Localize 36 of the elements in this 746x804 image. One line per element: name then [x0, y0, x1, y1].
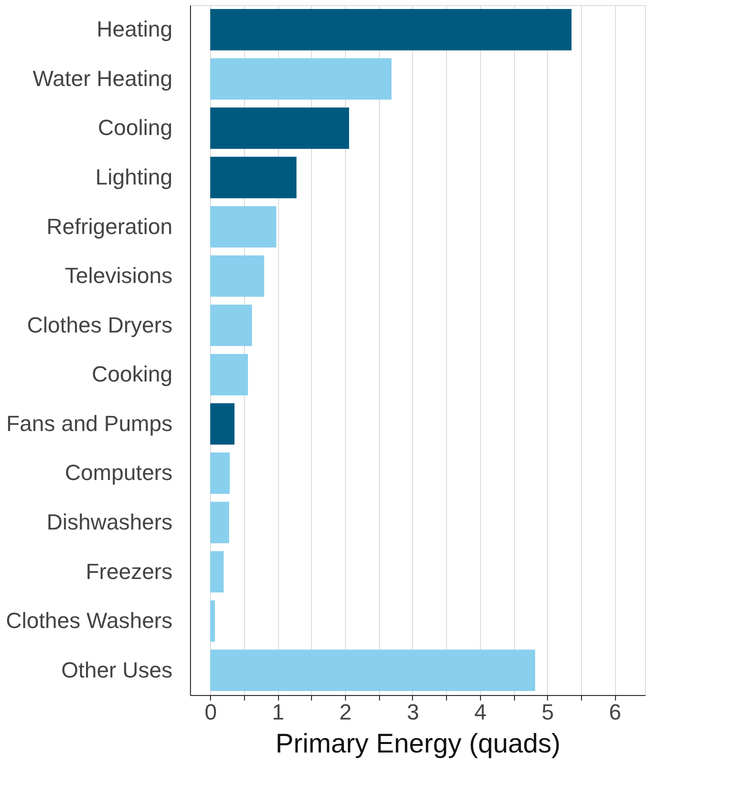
y-tick-label: Lighting [95, 164, 172, 190]
y-tick-label: Televisions [64, 263, 172, 288]
y-tick-label: Computers [64, 460, 172, 486]
x-tick-label: 0 [204, 700, 217, 724]
bar [210, 156, 297, 198]
x-tick-label: 5 [542, 700, 554, 724]
y-tick-label: Fans and Pumps [6, 410, 172, 436]
x-tick-label: 6 [609, 700, 622, 724]
x-tick-label: 3 [406, 700, 420, 724]
bar [210, 452, 230, 494]
x-axis-title: Primary Energy (quads) [275, 728, 561, 758]
bar [210, 551, 224, 592]
bar [210, 650, 536, 692]
x-tick-label: 2 [339, 700, 352, 724]
y-tick-label: Cooling [98, 115, 172, 140]
bar [210, 403, 234, 445]
y-tick-label: Freezers [86, 558, 172, 584]
y-tick-label: Clothes Dryers [27, 312, 172, 338]
y-tick-label: Dishwashers [46, 510, 172, 534]
y-tick-label: Refrigeration [46, 214, 172, 239]
x-tick-label: 4 [474, 700, 486, 724]
bar [210, 255, 264, 297]
y-tick-label: Clothes Washers [6, 608, 172, 634]
bar [210, 8, 572, 50]
bar [210, 304, 252, 346]
bar [210, 600, 215, 642]
y-tick-label: Water Heating [32, 66, 172, 91]
bar [210, 502, 230, 544]
x-tick-label: 1 [272, 700, 284, 724]
bar [210, 354, 248, 396]
y-tick-label: Other Uses [61, 657, 172, 682]
bar [210, 108, 350, 149]
bar [210, 206, 276, 248]
y-tick-label: Heating [96, 16, 172, 42]
y-tick-label: Cooking [92, 362, 172, 387]
bar [210, 58, 392, 100]
